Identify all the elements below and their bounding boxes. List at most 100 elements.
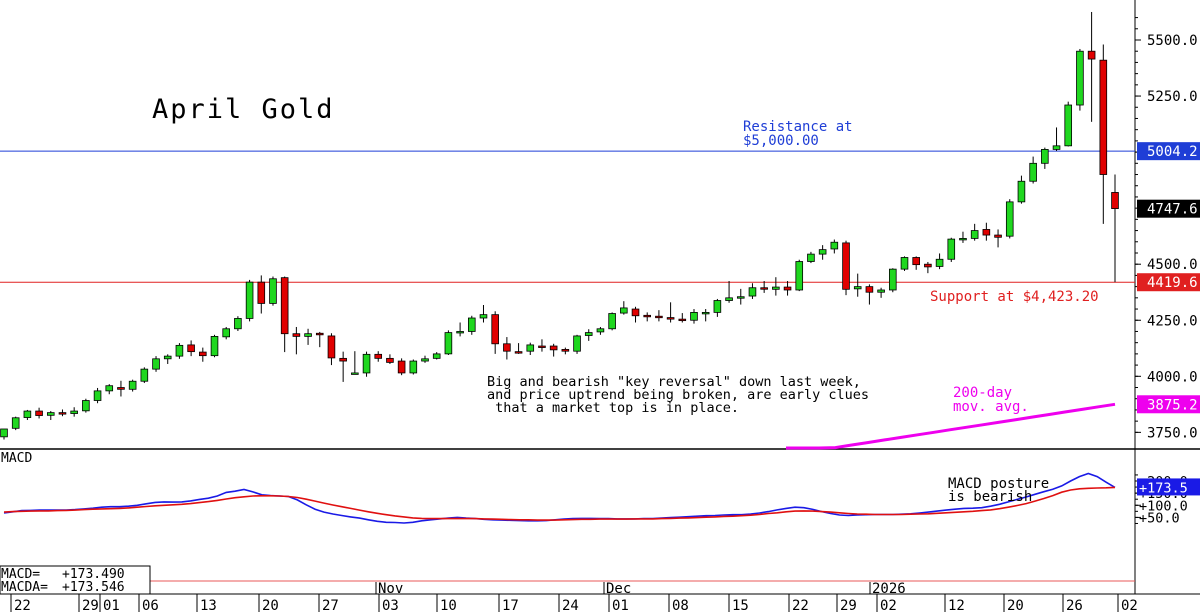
candle-body-down [994,234,1002,238]
candle-body-up [877,289,885,293]
candle-body-up [889,268,897,291]
macd-tick-label: +50.0 [1139,510,1180,526]
date-tick-label: 22 [792,598,809,612]
candle-body-up [479,314,488,319]
candle-body-down [549,345,558,351]
date-tick-label: 02 [880,598,897,612]
macd-note-line1: MACD posture [948,476,1049,492]
date-tick-label: 17 [502,598,519,612]
candle-body-up [163,355,172,360]
candle [93,387,102,404]
candle-body-up [853,286,862,290]
candle-body-up [11,417,20,429]
candle-body-down [924,263,932,268]
candle [807,251,815,264]
date-tick-label: 29 [82,598,99,612]
candle-body-up [690,312,698,321]
date-tick-label: 26 [1066,598,1083,612]
candle [374,351,383,362]
candle-body-up [304,333,312,337]
candle-body-down [865,286,874,293]
candle-body-up [1005,201,1014,237]
candle-body-up [234,318,242,330]
candle [538,339,546,352]
candle [82,398,90,413]
candle [105,384,114,395]
candle-body-down [199,351,207,357]
candle-body-up [584,332,593,336]
readout-value: +173.546 [62,580,125,595]
candle-body-up [620,307,628,314]
readout-value: +173.490 [62,567,125,582]
candle [503,337,511,360]
candle-body-down [760,287,768,290]
candle [1052,127,1061,151]
date-tick-label: 08 [672,598,689,612]
candle-body-up [1076,50,1084,106]
candle [830,239,839,254]
date-tick-label: 06 [142,598,159,612]
candle-body-down [257,281,266,304]
ma-note-line1: 200-day [953,385,1012,401]
candle [526,342,535,356]
candle [666,302,675,323]
candle-body-down [117,387,125,390]
date-tick-label: 03 [382,598,399,612]
candle-body-down [374,353,383,359]
candle-body-up [362,353,371,374]
candle-body-up [70,410,78,414]
ma-price-tag [1137,395,1200,414]
annotation-layer: April Gold Resistance at $5,000.00 Suppo… [1,94,1099,505]
candle-body-down [503,343,511,352]
candle-body-up [175,344,184,357]
candle [327,333,336,366]
candle-body-up [772,286,780,290]
candle-body-up [900,257,909,270]
candle-body-up [1041,149,1049,164]
candle [947,237,956,262]
candle-body-up [608,313,616,330]
readout-label: MACDA= [1,580,48,595]
candle-body-up [46,412,55,416]
price-tick-label: 5500.0 [1147,33,1198,49]
candle [701,309,710,322]
candle-body-down [982,229,991,236]
candle [795,259,804,292]
price-panel: 3750.04000.04250.04500.05000.05250.05500… [0,0,1200,594]
price-tick-label: 4250.0 [1147,313,1198,329]
candle-body-up [140,368,149,382]
candle-body-up [105,385,114,392]
date-tick-label: 02 [1121,598,1138,612]
candle [1099,44,1108,224]
macd-readout: MACD= +173.490 MACDA= +173.546 [0,565,151,595]
candle-body-up [526,344,535,352]
readout-label: MACD= [1,567,40,582]
candle [140,367,149,384]
candle-body-down [397,360,406,374]
candle [1076,48,1084,111]
candle [128,379,137,392]
candle-body-up [444,332,453,355]
candle-body-down [842,242,850,290]
candle [889,268,897,293]
candle-body-up [736,296,745,299]
date-tick-label: 12 [948,598,965,612]
candle [70,407,78,417]
candle [1029,156,1037,184]
candle-body-down [327,335,336,359]
candle-body-up [725,297,733,301]
candle-body-up [1017,180,1026,203]
resistance-price-tag [1137,142,1200,161]
candle [35,407,43,419]
candle [713,298,722,317]
candle [315,331,324,348]
candle [175,343,184,359]
ma-price-label: 3875.2 [1147,397,1198,413]
candle [0,428,8,440]
candle [865,284,874,305]
date-tick-label: 24 [562,598,579,612]
candle-body-down [1111,192,1119,209]
candle-body-down [538,345,546,348]
support-price-label: 4419.6 [1147,275,1198,291]
candle-body-down [58,412,67,415]
